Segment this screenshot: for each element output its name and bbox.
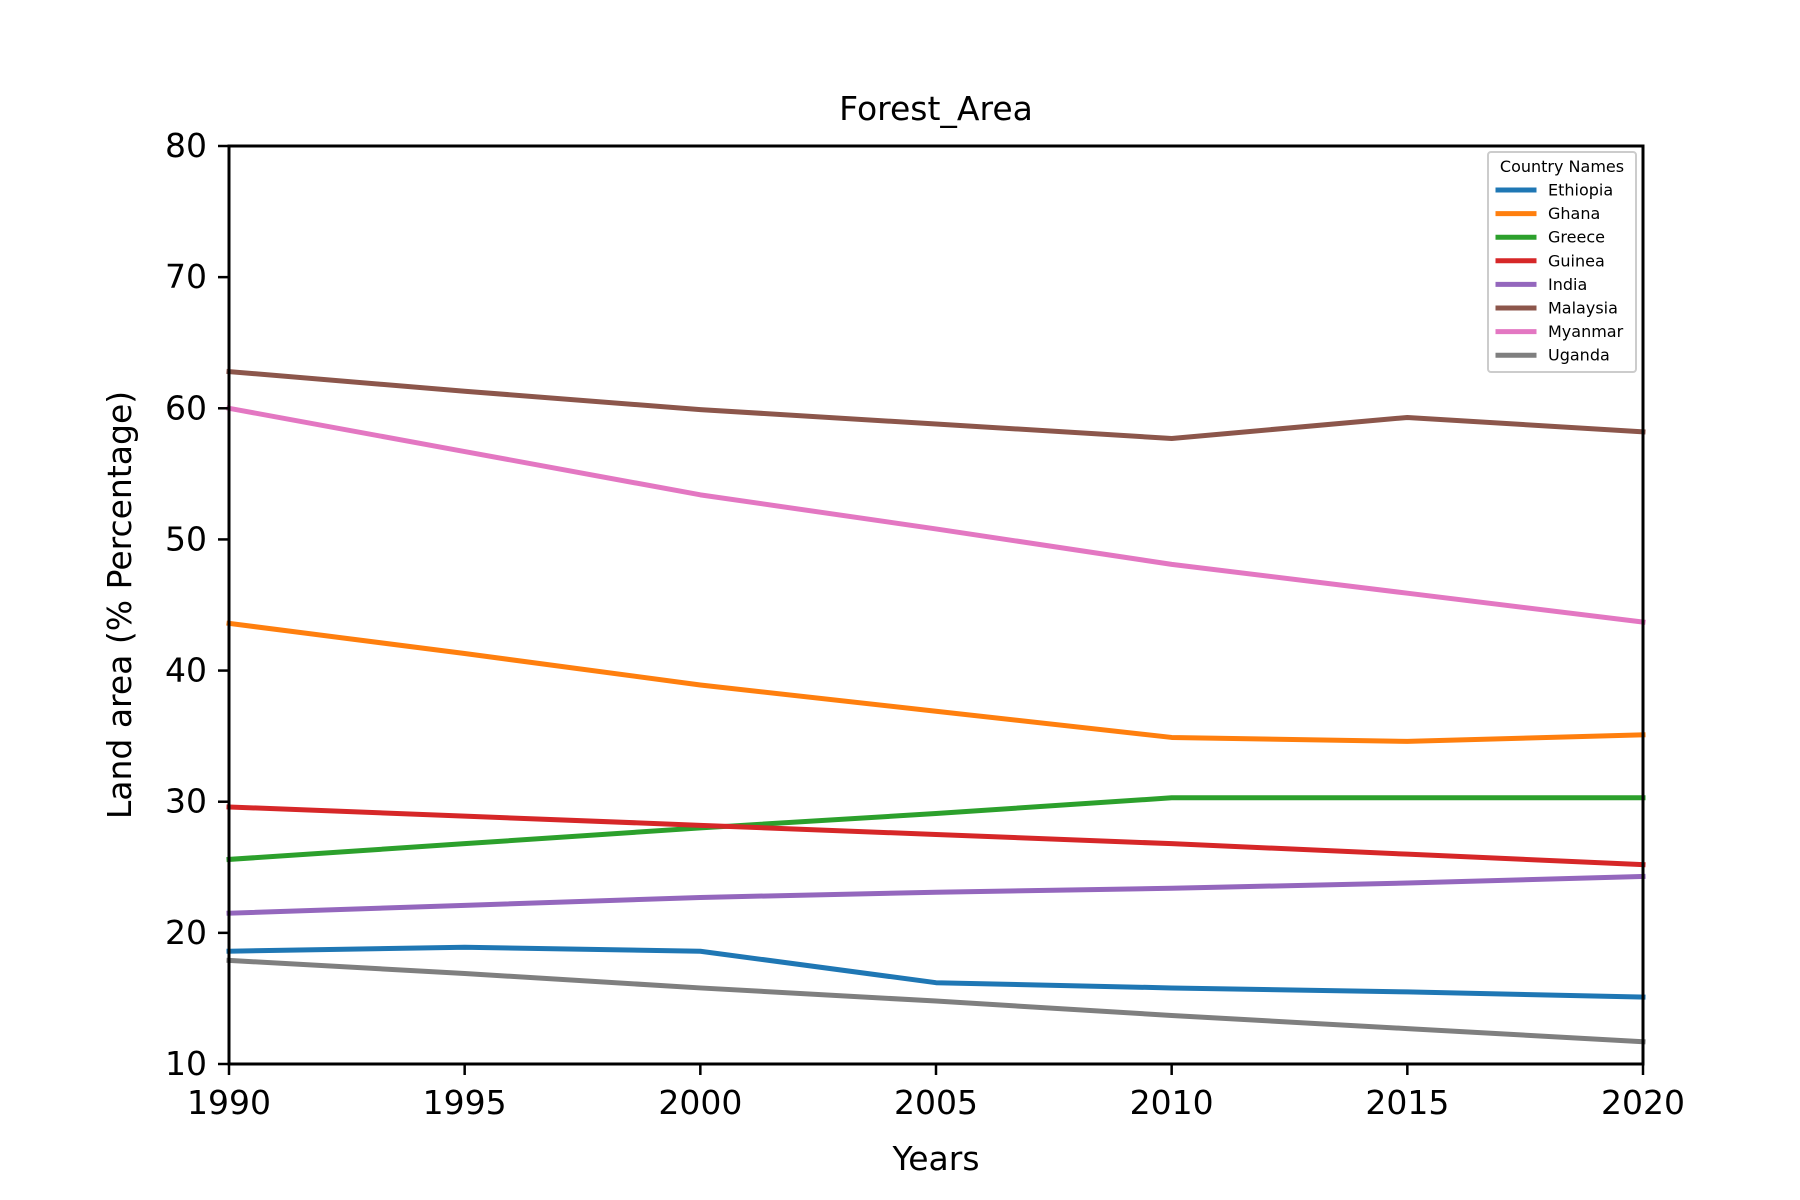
y-tick-label-30: 30 xyxy=(165,782,207,821)
y-tick-label-70: 70 xyxy=(165,257,207,296)
series-line-ghana xyxy=(226,620,1646,744)
x-axis: 1990 1995 2000 2005 2010 2015 2020 xyxy=(187,1064,1685,1122)
legend-label-ghana: Ghana xyxy=(1548,204,1600,223)
chart-title: Forest_Area xyxy=(839,89,1033,128)
series-line-guinea xyxy=(226,804,1646,868)
legend: Country Names Ethiopia Ghana Greece Guinea I… xyxy=(1487,151,1637,373)
y-tick-label-40: 40 xyxy=(165,651,207,690)
x-tick-label-2000: 2000 xyxy=(658,1083,742,1122)
plot-area xyxy=(226,368,1646,1045)
series-line-myanmar xyxy=(226,405,1646,625)
y-tick-label-10: 10 xyxy=(165,1044,207,1083)
legend-label-myanmar: Myanmar xyxy=(1548,322,1624,341)
y-axis: 10 20 30 40 50 60 70 80 xyxy=(165,126,229,1083)
series-line-ethiopia xyxy=(226,944,1646,1000)
x-tick-label-2020: 2020 xyxy=(1601,1083,1685,1122)
x-tick-label-1995: 1995 xyxy=(423,1083,507,1122)
series-line-india xyxy=(226,873,1646,916)
legend-label-malaysia: Malaysia xyxy=(1548,299,1618,318)
series-line-malaysia xyxy=(226,368,1646,441)
y-tick-label-80: 80 xyxy=(165,126,207,165)
legend-label-india: India xyxy=(1548,275,1587,294)
x-tick-label-2015: 2015 xyxy=(1365,1083,1449,1122)
legend-items: Ethiopia Ghana Greece Guinea India Malaysia My… xyxy=(1495,181,1624,365)
legend-label-guinea: Guinea xyxy=(1548,251,1605,270)
legend-title: Country Names xyxy=(1500,157,1624,176)
y-tick-label-60: 60 xyxy=(165,388,207,427)
series-line-uganda xyxy=(226,957,1646,1045)
legend-label-greece: Greece xyxy=(1548,228,1605,247)
x-tick-label-2010: 2010 xyxy=(1130,1083,1214,1122)
series-line-greece xyxy=(226,795,1646,863)
legend-box xyxy=(1487,151,1637,373)
legend-label-ethiopia: Ethiopia xyxy=(1548,181,1613,200)
x-tick-label-1990: 1990 xyxy=(187,1083,271,1122)
y-tick-label-50: 50 xyxy=(165,519,207,558)
legend-label-uganda: Uganda xyxy=(1548,346,1610,365)
y-axis-title: Land area (% Percentage) xyxy=(100,391,139,819)
x-tick-label-2005: 2005 xyxy=(894,1083,978,1122)
y-tick-label-20: 20 xyxy=(165,913,207,952)
x-axis-title: Years xyxy=(891,1139,979,1178)
plot-frame xyxy=(227,144,1645,1066)
